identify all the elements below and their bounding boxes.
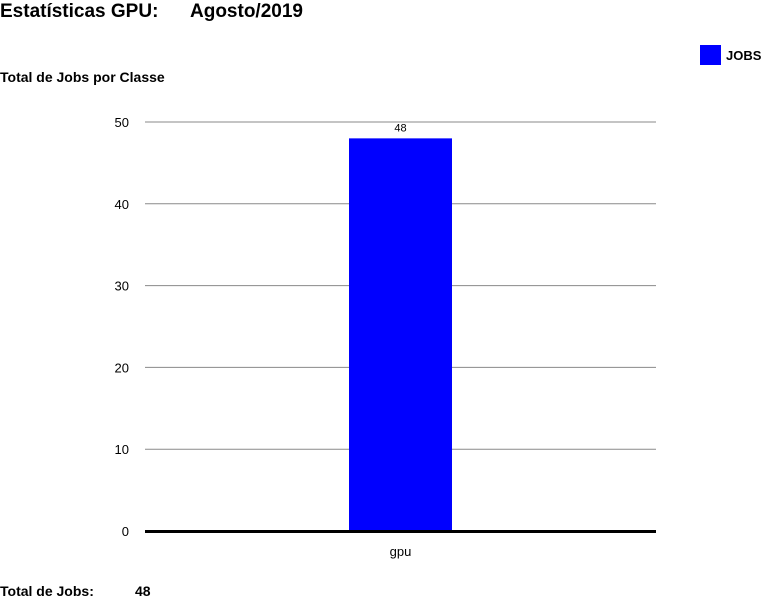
legend-swatch bbox=[700, 45, 721, 65]
page-title-period: Agosto/2019 bbox=[190, 1, 303, 22]
chart-legend: JOBS bbox=[700, 45, 761, 65]
total-jobs-value: 48 bbox=[135, 583, 151, 599]
page-title: Estatísticas GPU: Agosto/2019 bbox=[0, 1, 303, 23]
y-tick-label: 40 bbox=[115, 197, 129, 212]
total-jobs-label: Total de Jobs: bbox=[0, 583, 94, 599]
bar bbox=[349, 138, 452, 532]
y-tick-label: 20 bbox=[115, 360, 129, 375]
y-tick-label: 50 bbox=[115, 115, 129, 130]
y-tick-label: 30 bbox=[115, 279, 129, 294]
y-tick-label: 10 bbox=[115, 442, 129, 457]
x-tick-label: gpu bbox=[390, 544, 412, 559]
chart-heading: Total de Jobs por Classe bbox=[0, 69, 165, 85]
data-label: 48 bbox=[394, 122, 406, 134]
y-tick-label: 0 bbox=[122, 524, 129, 539]
legend-label: JOBS bbox=[726, 47, 762, 63]
page-title-label: Estatísticas GPU: bbox=[0, 1, 159, 22]
